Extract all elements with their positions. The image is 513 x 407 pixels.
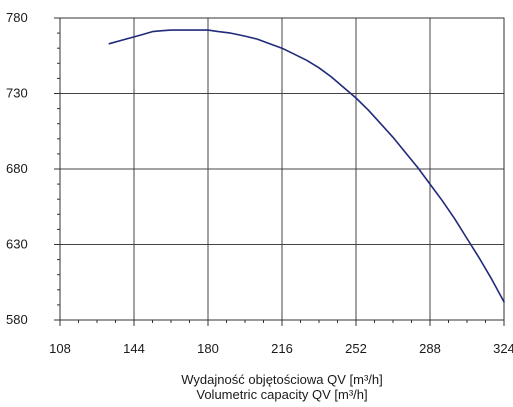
y-tick-label: 580 [6, 312, 28, 327]
y-tick-label: 630 [6, 237, 28, 252]
x-tick-label: 252 [345, 341, 367, 356]
y-tick-label: 780 [6, 10, 28, 25]
series-line-1 [108, 29, 505, 303]
y-tick-label: 730 [6, 86, 28, 101]
x-tick-label: 216 [271, 341, 293, 356]
y-tick-labels: 580 630 680 730 780 [6, 10, 28, 327]
plot-frame [59, 17, 505, 321]
x-tick-label: 108 [49, 341, 71, 356]
x-tick-label: 144 [123, 341, 145, 356]
x-axis-title-polish: Wydajność objętościowa QV [m³/h] [181, 372, 383, 387]
x-tick-label: 288 [419, 341, 441, 356]
y-tick-label: 680 [6, 161, 28, 176]
x-tick-label: 180 [197, 341, 219, 356]
x-tick-label: 324 [493, 341, 513, 356]
series-layer [108, 29, 505, 303]
x-axis-title-english: Volumetric capacity QV [m³/h] [196, 387, 368, 402]
minor-ticks [54, 17, 505, 326]
grid-lines [59, 17, 505, 321]
x-tick-labels: 108 144 180 216 252 288 324 [49, 341, 513, 356]
